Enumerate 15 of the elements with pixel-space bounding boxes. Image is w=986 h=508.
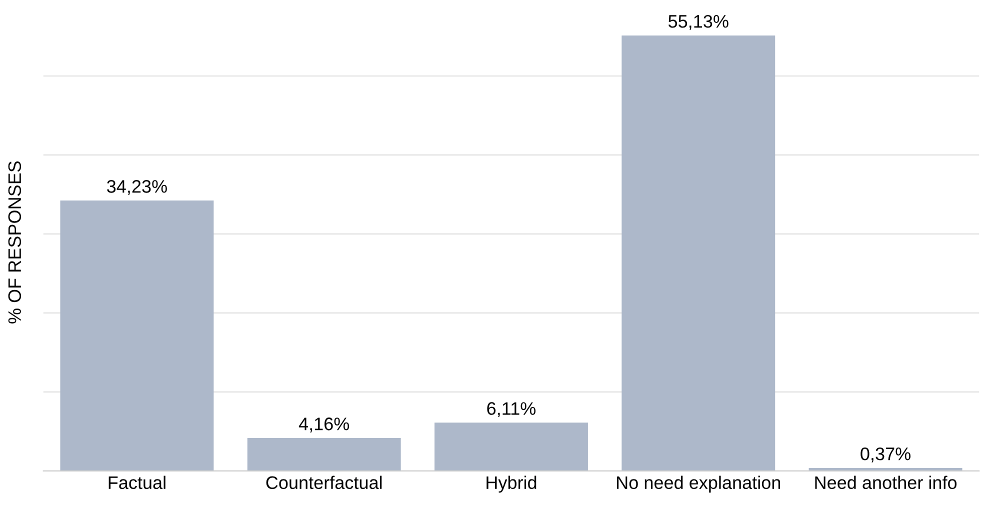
- data-label: 4,16%: [298, 418, 350, 432]
- y-axis-title: % OF RESPONSES: [8, 161, 22, 324]
- bar: [247, 438, 401, 471]
- x-tick-label: Counterfactual: [266, 476, 382, 490]
- data-label: 55,13%: [668, 14, 728, 30]
- bar: [60, 200, 214, 471]
- data-label: 34,23%: [107, 180, 167, 195]
- x-tick-label: Need another info: [815, 476, 957, 490]
- x-tick-label: No need explanation: [617, 476, 780, 493]
- bar: [622, 35, 776, 471]
- x-tick-label: Factual: [108, 476, 166, 490]
- data-label: 0,37%: [860, 447, 910, 462]
- x-tick-label: Hybrid: [486, 476, 536, 493]
- data-label: 6,11%: [487, 402, 536, 418]
- bar: [434, 422, 588, 471]
